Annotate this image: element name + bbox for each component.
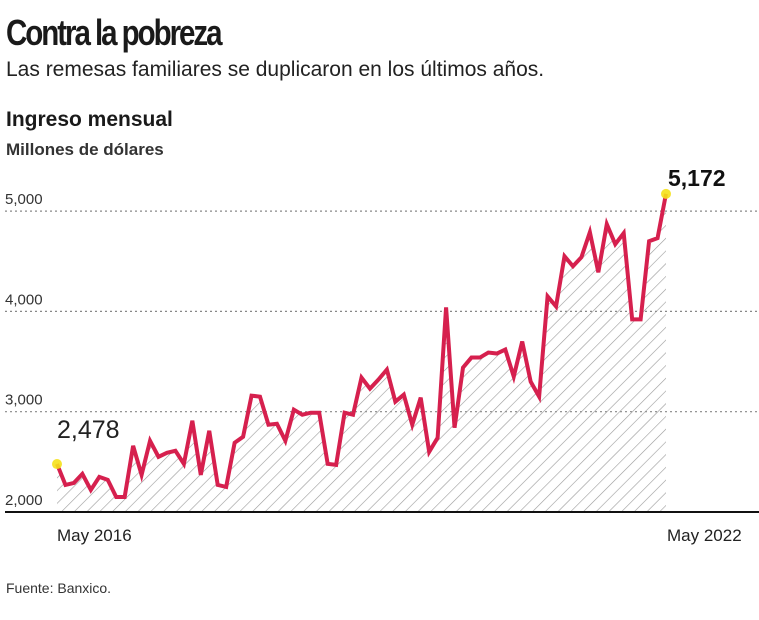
y-axis-label: Millones de dólares	[6, 140, 164, 159]
chart-title: Ingreso mensual	[6, 108, 173, 131]
start-marker	[52, 459, 62, 470]
title: Contra la pobreza	[6, 12, 223, 53]
y-tick-label: 2,000	[5, 492, 43, 509]
start-value-label: 2,478	[57, 416, 120, 444]
subtitle: Las remesas familiares se duplicaron en …	[6, 58, 545, 81]
x-tick-label: May 2016	[57, 526, 132, 545]
end-marker	[661, 188, 671, 199]
y-tick-label: 4,000	[5, 291, 43, 308]
area-fill	[57, 193, 666, 513]
y-tick-label: 3,000	[5, 392, 43, 409]
y-tick-label: 5,000	[5, 191, 43, 208]
end-value-label: 5,172	[668, 165, 726, 191]
x-tick-label: May 2022	[667, 526, 742, 545]
source-note: Fuente: Banxico.	[6, 580, 112, 596]
